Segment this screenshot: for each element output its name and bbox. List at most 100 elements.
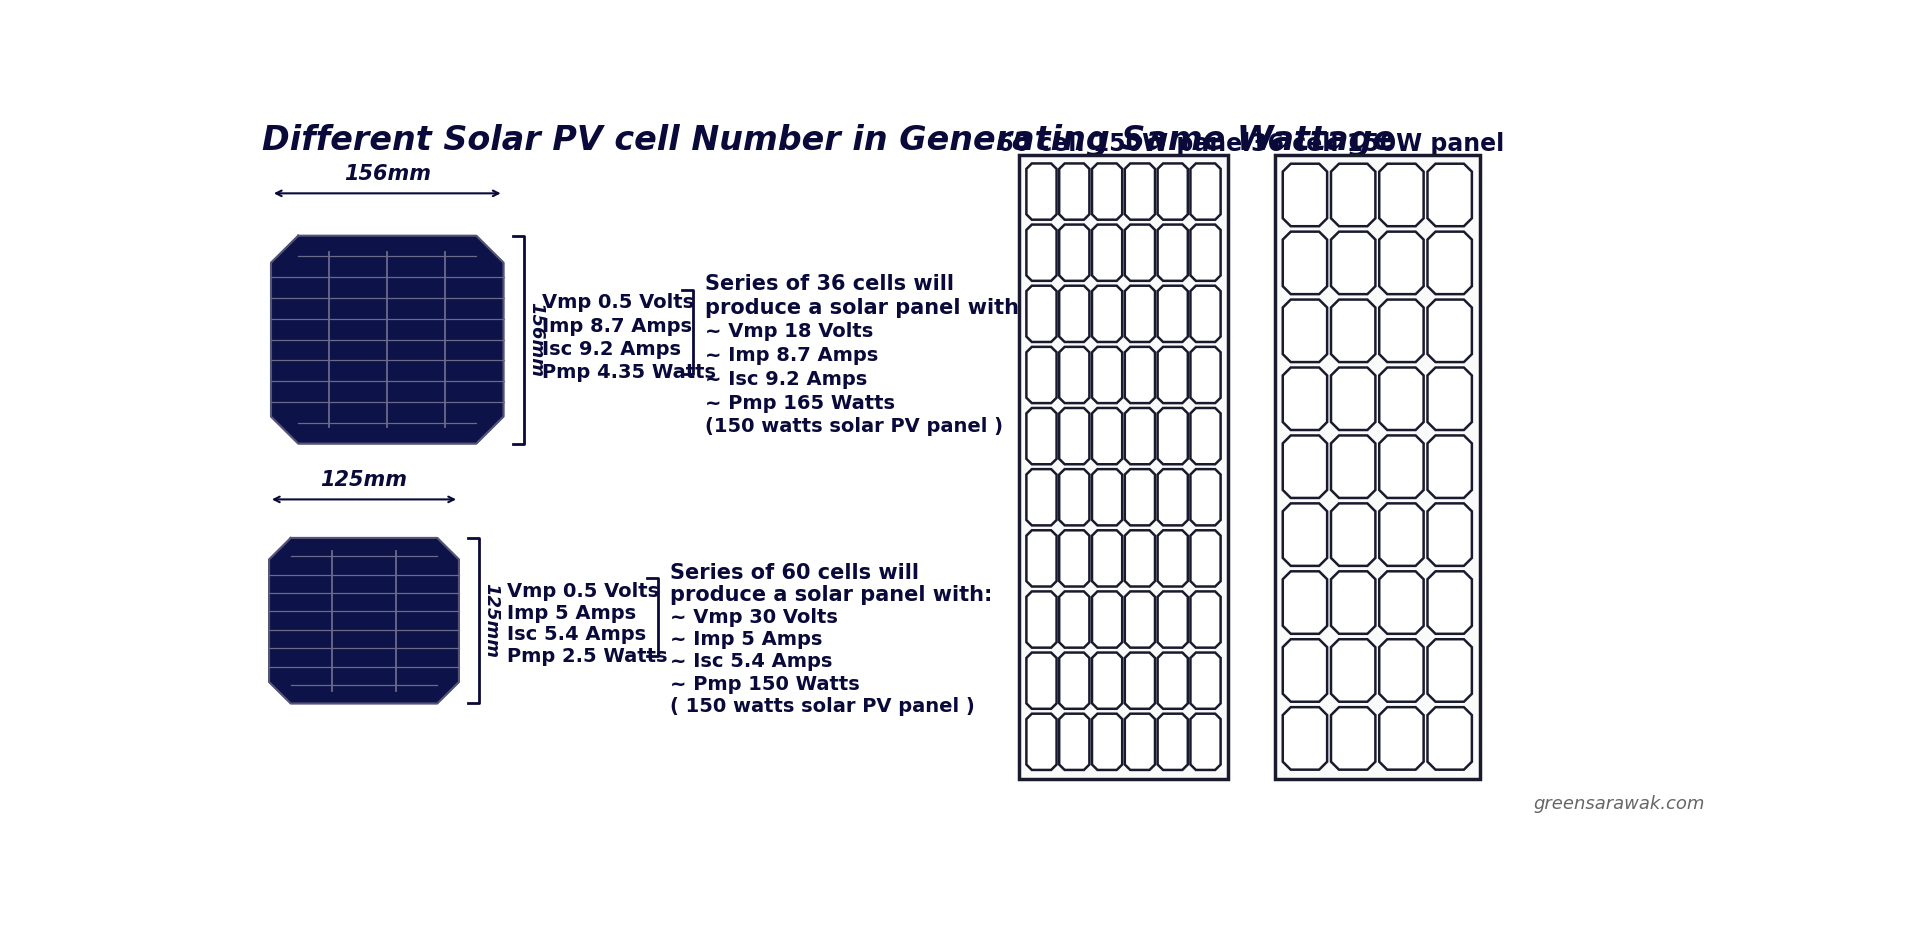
Text: Vmp 0.5 Volts: Vmp 0.5 Volts [541, 293, 695, 313]
Polygon shape [1190, 653, 1221, 708]
Polygon shape [1060, 591, 1089, 648]
Polygon shape [1427, 436, 1473, 498]
Polygon shape [1158, 591, 1188, 648]
Polygon shape [1125, 347, 1156, 403]
Polygon shape [1060, 347, 1089, 403]
Text: 125mm: 125mm [482, 583, 501, 658]
Polygon shape [1331, 164, 1375, 226]
Polygon shape [1060, 286, 1089, 342]
Polygon shape [1125, 591, 1156, 648]
Polygon shape [1027, 591, 1056, 648]
Polygon shape [1158, 531, 1188, 587]
Polygon shape [1060, 408, 1089, 465]
Text: 36 cell 150W panel: 36 cell 150W panel [1250, 132, 1503, 155]
Polygon shape [1125, 164, 1156, 220]
Polygon shape [1158, 714, 1188, 770]
Polygon shape [1092, 714, 1121, 770]
Text: ~ Isc 5.4 Amps: ~ Isc 5.4 Amps [670, 653, 833, 671]
Polygon shape [1092, 408, 1121, 465]
Polygon shape [1060, 714, 1089, 770]
Text: ~ Vmp 18 Volts: ~ Vmp 18 Volts [705, 322, 874, 341]
Polygon shape [1092, 531, 1121, 587]
Polygon shape [1190, 347, 1221, 403]
Polygon shape [1092, 164, 1121, 220]
Polygon shape [1060, 531, 1089, 587]
Text: Isc 5.4 Amps: Isc 5.4 Amps [507, 626, 647, 644]
Text: Series of 36 cells will: Series of 36 cells will [705, 275, 954, 294]
Polygon shape [1060, 653, 1089, 708]
Text: ~ Pmp 165 Watts: ~ Pmp 165 Watts [705, 394, 895, 412]
Text: produce a solar panel with:: produce a solar panel with: [705, 298, 1027, 318]
Text: Imp 5 Amps: Imp 5 Amps [507, 603, 637, 623]
Polygon shape [1331, 504, 1375, 566]
Polygon shape [1427, 368, 1473, 430]
Polygon shape [1125, 469, 1156, 525]
Text: 156mm: 156mm [344, 164, 430, 184]
Polygon shape [1027, 164, 1056, 220]
Text: ~ Pmp 150 Watts: ~ Pmp 150 Watts [670, 675, 860, 694]
Polygon shape [1283, 708, 1327, 770]
Polygon shape [1379, 504, 1423, 566]
Polygon shape [1092, 591, 1121, 648]
Polygon shape [1190, 531, 1221, 587]
Polygon shape [1092, 653, 1121, 708]
Polygon shape [1027, 347, 1056, 403]
Polygon shape [1027, 531, 1056, 587]
Polygon shape [1427, 232, 1473, 294]
Text: ~ Imp 5 Amps: ~ Imp 5 Amps [670, 630, 822, 649]
Polygon shape [1283, 300, 1327, 362]
Polygon shape [1158, 286, 1188, 342]
Polygon shape [1379, 300, 1423, 362]
Polygon shape [1125, 224, 1156, 281]
Text: ( 150 watts solar PV panel ): ( 150 watts solar PV panel ) [670, 697, 975, 716]
Polygon shape [1092, 286, 1121, 342]
Polygon shape [1283, 232, 1327, 294]
Polygon shape [1331, 368, 1375, 430]
Polygon shape [1331, 640, 1375, 702]
Polygon shape [1331, 708, 1375, 770]
Polygon shape [1427, 708, 1473, 770]
Polygon shape [1027, 408, 1056, 465]
Text: produce a solar panel with:: produce a solar panel with: [670, 586, 993, 605]
Polygon shape [1190, 224, 1221, 281]
Polygon shape [1331, 232, 1375, 294]
Polygon shape [1125, 653, 1156, 708]
Polygon shape [1092, 347, 1121, 403]
Polygon shape [1190, 164, 1221, 220]
Text: ~ Imp 8.7 Amps: ~ Imp 8.7 Amps [705, 345, 877, 365]
Text: Pmp 4.35 Watts: Pmp 4.35 Watts [541, 363, 716, 382]
Polygon shape [1427, 164, 1473, 226]
Polygon shape [1027, 224, 1056, 281]
Text: Different Solar PV cell Number in Generating Same Wattage: Different Solar PV cell Number in Genera… [263, 124, 1396, 157]
Polygon shape [1158, 347, 1188, 403]
Polygon shape [1060, 164, 1089, 220]
Polygon shape [1125, 714, 1156, 770]
Polygon shape [1427, 572, 1473, 634]
Polygon shape [1283, 640, 1327, 702]
Polygon shape [1379, 164, 1423, 226]
Polygon shape [1092, 469, 1121, 525]
Text: ~ Vmp 30 Volts: ~ Vmp 30 Volts [670, 608, 837, 627]
Polygon shape [1027, 714, 1056, 770]
Polygon shape [1027, 286, 1056, 342]
Polygon shape [1027, 469, 1056, 525]
Polygon shape [1283, 368, 1327, 430]
Polygon shape [1427, 640, 1473, 702]
Text: 156mm: 156mm [528, 303, 545, 377]
Polygon shape [1190, 469, 1221, 525]
Text: greensarawak.com: greensarawak.com [1534, 795, 1705, 813]
Bar [1275, 155, 1480, 778]
Polygon shape [1379, 368, 1423, 430]
Polygon shape [1190, 591, 1221, 648]
Bar [1020, 155, 1229, 778]
Text: (150 watts solar PV panel ): (150 watts solar PV panel ) [705, 417, 1002, 437]
Text: 125mm: 125mm [321, 470, 407, 491]
Polygon shape [1379, 232, 1423, 294]
Text: ~ Isc 9.2 Amps: ~ Isc 9.2 Amps [705, 370, 868, 388]
Polygon shape [1379, 436, 1423, 498]
Polygon shape [269, 538, 459, 704]
Text: Series of 60 cells will: Series of 60 cells will [670, 563, 920, 583]
Polygon shape [1092, 224, 1121, 281]
Text: 60 cell 150W panel: 60 cell 150W panel [996, 132, 1250, 155]
Polygon shape [1060, 224, 1089, 281]
